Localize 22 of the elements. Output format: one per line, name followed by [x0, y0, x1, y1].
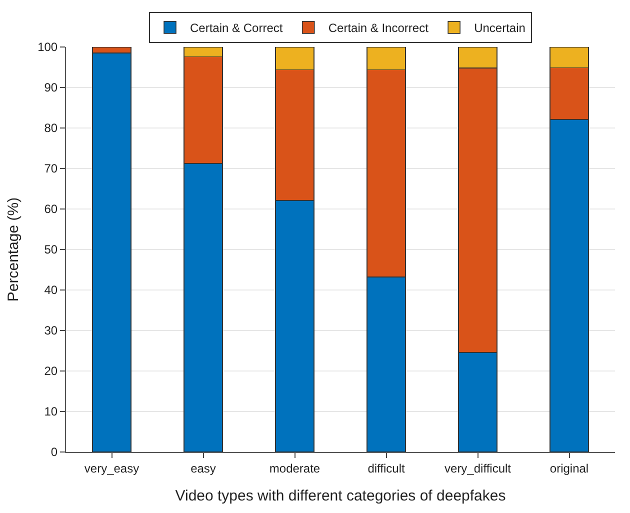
y-tick-label: 50 [44, 242, 58, 257]
x-axis-title: Video types with different categories of deepfakes [175, 487, 506, 504]
y-tick-label: 30 [44, 324, 58, 338]
x-tick-label: original [550, 461, 589, 476]
x-tick-label: moderate [269, 461, 320, 476]
y-tick-label: 20 [44, 364, 58, 378]
y-tick-label: 0 [50, 445, 58, 460]
y-tick-label: 10 [44, 404, 58, 419]
y-axis-title: Percentage (%) [4, 197, 22, 302]
legend-label: Uncertain [474, 21, 526, 36]
legend-label: Certain & Correct [190, 21, 284, 36]
x-tick-label: very_difficult [444, 461, 512, 476]
y-tick-label: 80 [44, 121, 58, 136]
legend-label: Certain & Incorrect [328, 21, 430, 36]
y-tick-label: 100 [38, 40, 58, 54]
y-tick-label: 70 [44, 162, 58, 176]
y-tick-label: 60 [44, 202, 58, 216]
x-tick-label: very_easy [84, 461, 140, 476]
y-tick-label: 90 [44, 80, 58, 95]
x-tick-label: difficult [368, 461, 406, 476]
x-tick-label: easy [190, 461, 216, 476]
y-tick-label: 40 [44, 283, 58, 298]
